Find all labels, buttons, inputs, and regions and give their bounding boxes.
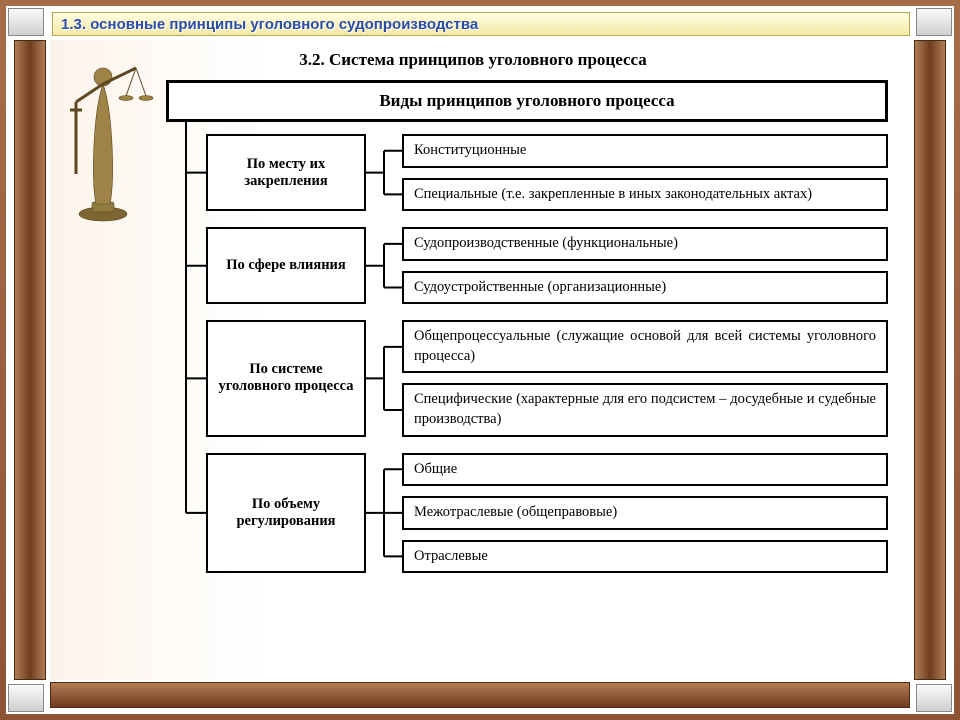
subitems: Судопроизводственные (функциональные) Суд… <box>402 227 888 304</box>
subitem: Общие <box>402 453 888 487</box>
corner-decoration <box>916 8 952 36</box>
main-box: Виды принципов уголовного процесса <box>166 80 888 122</box>
subitem: Межотраслевые (общеправовые) <box>402 496 888 530</box>
title-bar: 1.3. основные принципы уголовного судопр… <box>52 12 910 36</box>
category-label: По сфере влияния <box>206 227 366 304</box>
subitem: Судопроизводственные (функциональные) <box>402 227 888 261</box>
subitems: Общепроцессуальные (служащие основой для… <box>402 320 888 436</box>
frame-side-left <box>14 40 46 680</box>
subitem: Специальные (т.е. закрепленные в иных за… <box>402 178 888 212</box>
subitems: Общие Межотраслевые (общеправовые) Отрасле… <box>402 453 888 574</box>
subitem: Отраслевые <box>402 540 888 574</box>
frame-side-right <box>914 40 946 680</box>
subitem: Общепроцессуальные (служащие основой для… <box>402 320 888 373</box>
category-row: По сфере влияния Судопроизводственные (фу… <box>166 227 888 304</box>
category-label: По месту их закрепления <box>206 134 366 211</box>
subitem: Специфические (характерные для его подси… <box>402 383 888 436</box>
category-row: По системе уголовного процесса Общепроцес… <box>166 320 888 436</box>
header-title: 1.3. основные принципы уголовного судопр… <box>61 16 478 33</box>
corner-decoration <box>8 684 44 712</box>
corner-decoration <box>8 8 44 36</box>
category-label: По объему регулирования <box>206 453 366 574</box>
category-row: По месту их закрепления Конституционные Сп… <box>166 134 888 211</box>
content-area: 3.2. Система принципов уголовного процес… <box>50 40 910 680</box>
diagram: Виды принципов уголовного процесса По ме… <box>166 80 888 573</box>
subtitle: 3.2. Система принципов уголовного процес… <box>58 50 888 70</box>
category-label: По системе уголовного процесса <box>206 320 366 436</box>
outer-frame: 1.3. основные принципы уголовного судопр… <box>0 0 960 720</box>
corner-decoration <box>916 684 952 712</box>
subitem: Судоустройственные (организационные) <box>402 271 888 305</box>
frame-bottom <box>50 682 910 708</box>
category-row: По объему регулирования Общие Межотраслевы… <box>166 453 888 574</box>
subitem: Конституционные <box>402 134 888 168</box>
inner-frame: 1.3. основные принципы уголовного судопр… <box>6 6 954 714</box>
subitems: Конституционные Специальные (т.е. закрепл… <box>402 134 888 211</box>
